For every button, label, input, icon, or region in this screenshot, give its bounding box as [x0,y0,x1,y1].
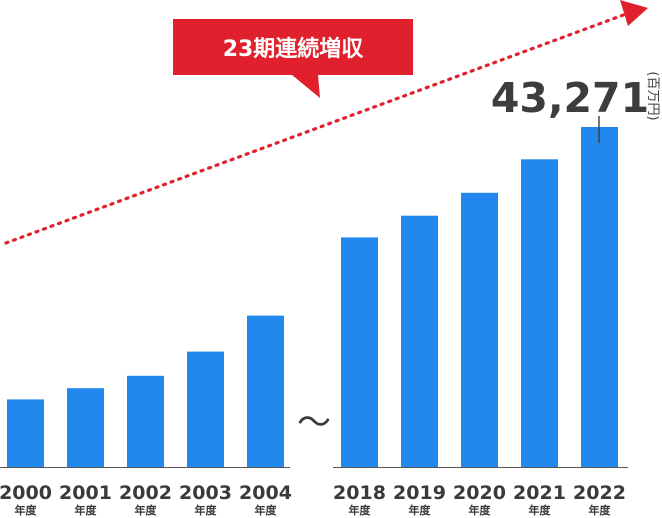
year-label-2019: 2019 [393,482,446,504]
year-suffix-2019: 年度 [409,503,432,517]
year-suffix-2022: 年度 [589,503,612,517]
year-label-2020: 2020 [453,482,506,504]
year-label-2021: 2021 [513,482,566,504]
callout-text: 23期連続増収 [223,36,365,62]
bars-group [0,127,628,468]
year-suffix-2020: 年度 [469,503,492,517]
bar-2022 [581,127,618,467]
labels-group: 2000年度2001年度2002年度2003年度2004年度2018年度2019… [0,482,626,517]
bar-2003 [187,351,224,467]
year-label-2001: 2001 [59,482,112,504]
bar-2019 [401,215,438,467]
bar-2021 [521,159,558,468]
year-suffix-2000: 年度 [15,503,38,517]
year-label-2022: 2022 [573,482,626,504]
year-label-2018: 2018 [333,482,386,504]
year-suffix-2021: 年度 [529,503,552,517]
year-suffix-2018: 年度 [349,503,372,517]
bar-2020 [461,192,498,468]
callout-banner [173,19,413,98]
axis-break-tilde: ～ [297,403,331,443]
year-label-2002: 2002 [119,482,172,504]
bar-2018 [341,237,378,467]
year-label-2004: 2004 [239,482,292,504]
year-label-2003: 2003 [179,482,232,504]
bar-2001 [67,388,104,467]
bar-2002 [127,375,164,467]
unit-label: (百万円) [645,71,660,120]
year-suffix-2002: 年度 [135,503,158,517]
trend-arrowhead [620,0,648,26]
year-suffix-2003: 年度 [195,503,218,517]
bar-2000 [7,399,44,467]
bar-2004 [247,315,284,467]
highlight-value-label: 43,271 [491,74,649,122]
year-label-2000: 2000 [0,482,52,504]
year-suffix-2004: 年度 [255,503,278,517]
year-suffix-2001: 年度 [75,503,98,517]
trend-line [4,12,628,245]
